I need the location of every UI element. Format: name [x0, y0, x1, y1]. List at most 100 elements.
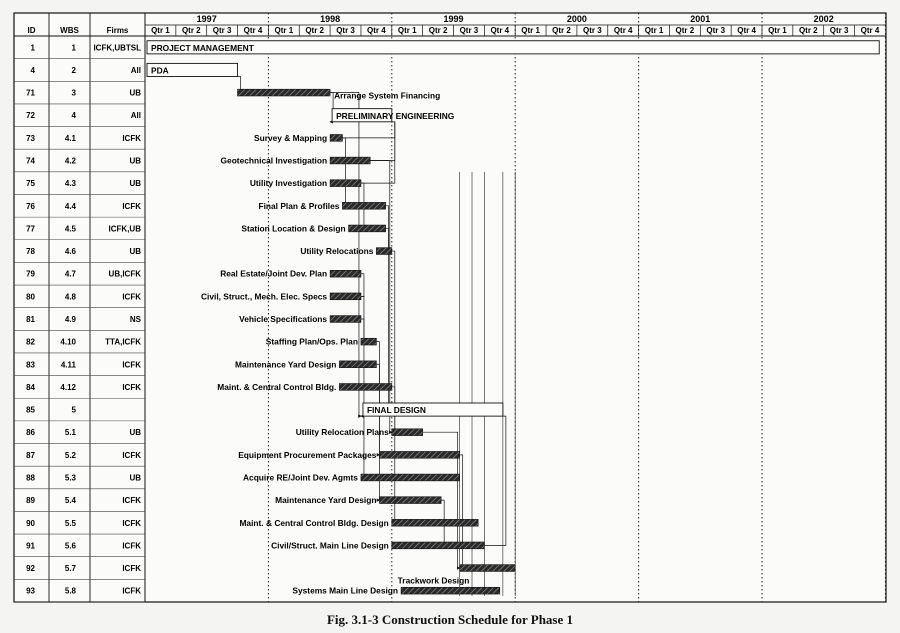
task-label: Geotechnical Investigation — [221, 156, 328, 166]
cell-firms: ICFK — [122, 451, 141, 460]
cell-wbs: 5 — [72, 406, 77, 415]
cell-firms: ICFK — [122, 202, 141, 211]
cell-firms: ICFK — [122, 383, 141, 392]
cell-id: 85 — [26, 406, 35, 415]
column-header-wbs: WBS — [60, 26, 79, 35]
grid-layer — [13, 12, 887, 603]
cell-wbs: 5.2 — [65, 451, 77, 460]
task-label: Civil/Struct. Main Line Design — [271, 540, 389, 550]
quarter-label: Qtr 3 — [583, 26, 602, 35]
cell-id: 81 — [26, 315, 35, 324]
year-label: 1999 — [443, 14, 463, 24]
dependency-connector — [422, 431, 461, 570]
cell-id: 78 — [26, 247, 35, 256]
quarter-label: Qtr 2 — [552, 26, 571, 35]
quarter-label: Qtr 4 — [244, 26, 263, 35]
cell-id: 75 — [26, 179, 35, 188]
task-label: Arrange System Financing — [334, 91, 440, 101]
task-label: Utility Relocation Plans — [296, 427, 389, 437]
cell-id: 1 — [31, 43, 36, 52]
task-label: Civil, Struct., Mech. Elec. Specs — [201, 291, 327, 301]
quarter-label: Qtr 1 — [645, 26, 664, 35]
task-label: Utility Investigation — [250, 178, 327, 188]
cell-id: 90 — [26, 519, 35, 528]
task-bar — [329, 134, 343, 142]
quarter-label: Qtr 3 — [213, 26, 232, 35]
cell-firms: UB — [129, 247, 141, 256]
summary-bar-label: PROJECT MANAGEMENT — [151, 43, 255, 53]
cell-firms: ICFK — [122, 541, 141, 550]
timeline-header: 1997 Qtr 1 Qtr 2 Qtr 3 Qtr 4 1998 Qtr 1 Qtr 2 Qt… — [14, 14, 886, 37]
task-label: Final Plan & Profiles — [258, 201, 339, 211]
task-label: Maintenance Yard Design — [235, 359, 336, 369]
task-label: Vehicle Specifications — [239, 314, 327, 324]
cell-id: 89 — [26, 496, 35, 505]
cell-id: 82 — [26, 338, 35, 347]
task-bar — [400, 586, 501, 595]
cell-id: 79 — [26, 270, 35, 279]
year-label: 2001 — [690, 14, 710, 24]
cell-wbs: 5.5 — [65, 519, 77, 528]
task-bar — [329, 156, 371, 165]
chart-frame — [13, 12, 887, 603]
year-label: 1998 — [320, 14, 340, 24]
task-bar — [459, 564, 516, 572]
quarter-label: Qtr 1 — [768, 26, 787, 35]
quarter-label: Qtr 1 — [151, 26, 170, 35]
cell-firms: NS — [130, 315, 142, 324]
cell-wbs: 4.1 — [65, 134, 77, 143]
task-bar — [329, 315, 362, 323]
summary-bar-label: FINAL DESIGN — [367, 405, 426, 415]
quarter-label: Qtr 4 — [737, 26, 756, 35]
cell-firms: All — [131, 111, 141, 120]
cell-wbs: 4.4 — [65, 202, 77, 211]
year-label: 1997 — [197, 14, 217, 24]
quarter-label: Qtr 4 — [490, 26, 509, 35]
task-label: Maint. & Central Control Bldg. Design — [239, 518, 388, 528]
task-bar — [329, 292, 362, 301]
task-bars: PROJECT MANAGEMENT PDA Arrange System Fina… — [146, 40, 880, 596]
task-label: Trackwork Design — [398, 575, 470, 585]
task-label: Maint. & Central Control Bldg. — [217, 382, 336, 392]
task-bar — [379, 451, 460, 459]
cell-wbs: 4 — [72, 111, 77, 120]
task-bar — [348, 224, 386, 233]
task-label: Acquire RE/Joint Dev. Agmts — [243, 472, 358, 482]
task-bar — [237, 88, 331, 97]
task-bar — [391, 541, 485, 550]
cell-firms: ICFK — [122, 587, 141, 596]
task-table: ID WBS Firms 1 1 ICFK,UBTSL 4 2 All 71 3 UB 72 4 All 73… — [14, 13, 146, 603]
summary-bar — [146, 40, 880, 55]
task-label: Survey & Mapping — [254, 133, 327, 143]
cell-id: 92 — [26, 564, 35, 573]
figure-caption: Fig. 3.1-3 Construction Schedule for Pha… — [326, 612, 574, 627]
quarter-label: Qtr 3 — [336, 26, 355, 35]
task-bar — [329, 270, 362, 278]
cell-wbs: 5.3 — [65, 473, 77, 482]
cell-firms: TTA,ICFK — [105, 338, 141, 347]
task-label: Equipment Procurement Packages — [238, 450, 377, 460]
cell-wbs: 4.6 — [65, 247, 77, 256]
quarter-label: Qtr 3 — [460, 26, 479, 35]
cell-wbs: 2 — [72, 66, 77, 75]
task-bar — [329, 179, 362, 187]
summary-bar — [331, 108, 393, 123]
quarter-label: Qtr 3 — [830, 26, 849, 35]
quarter-label: Qtr 2 — [676, 26, 695, 35]
summary-bar — [146, 62, 239, 77]
cell-wbs: 5.6 — [65, 541, 77, 550]
cell-wbs: 5.8 — [65, 587, 77, 596]
cell-id: 4 — [31, 66, 36, 75]
task-label: Staffing Plan/Ops. Plan — [266, 337, 358, 347]
task-bar — [342, 202, 386, 210]
cell-id: 77 — [26, 224, 35, 233]
task-bar — [391, 519, 479, 527]
quarter-label: Qtr 2 — [799, 26, 818, 35]
quarter-label: Qtr 4 — [367, 26, 386, 35]
cell-firms: All — [131, 66, 141, 75]
cell-id: 76 — [26, 202, 35, 211]
cell-wbs: 4.8 — [65, 292, 77, 301]
task-label: Station Location & Design — [241, 223, 345, 233]
cell-wbs: 4.5 — [65, 224, 77, 233]
